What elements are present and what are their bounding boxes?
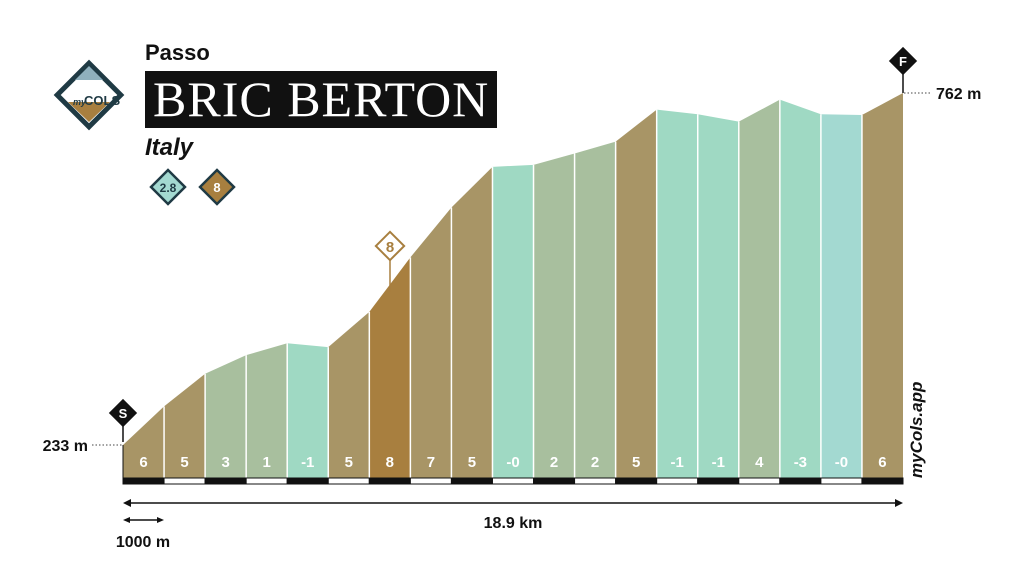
profile-segment-4 [246, 343, 288, 478]
profile-segment-13 [615, 109, 657, 478]
profile-segment-17 [779, 99, 821, 479]
gradient-label-7: 8 [386, 454, 394, 471]
gradient-label-11: 2 [550, 454, 558, 471]
profile-segment-14 [656, 109, 698, 478]
max-gradient-badge: 8 [198, 168, 236, 206]
gradient-label-19: 6 [878, 454, 886, 471]
start-elevation-label: 233 m [43, 438, 88, 455]
climb-title: BRIC BERTON [145, 71, 498, 128]
logo-text-small: my [73, 97, 87, 107]
distance-bar [122, 477, 904, 485]
profile-segment-9 [451, 166, 493, 478]
profile-segment-8 [410, 207, 452, 479]
distance-bar-segment [450, 477, 493, 485]
profile-segment-5 [287, 343, 329, 478]
finish-marker: F [888, 46, 918, 93]
total-distance-label: 18.9 km [484, 515, 543, 532]
country-label: Italy [145, 134, 194, 161]
distance-bar-segment [163, 477, 206, 485]
distance-bar-segment [409, 477, 452, 485]
profile-segment-3 [205, 355, 247, 478]
watermark: myCols.app [907, 382, 926, 478]
gradient-label-2: 5 [180, 454, 188, 471]
gradient-label-15: -1 [712, 454, 725, 471]
distance-bar-segment [533, 477, 576, 485]
profile-segment-16 [738, 99, 780, 479]
max-gradient-flag-label: 8 [386, 239, 394, 256]
distance-bar-segment [286, 477, 329, 485]
gradient-label-5: -1 [301, 454, 314, 471]
gradient-label-3: 3 [221, 454, 229, 471]
profile-segment-7 [369, 257, 411, 478]
gradient-label-10: -0 [506, 454, 519, 471]
distance-bar-segment [779, 477, 822, 485]
distance-bar-segment [738, 477, 781, 485]
profile-segment-2 [164, 373, 206, 478]
max-gradient-value: 8 [213, 180, 220, 195]
gradient-label-17: -3 [794, 454, 807, 471]
scale-label: 1000 m [116, 534, 170, 551]
start-marker: S [108, 398, 138, 442]
total-distance-arrow [123, 499, 903, 507]
distance-bar-segment [245, 477, 288, 485]
gradient-label-9: 5 [468, 454, 476, 471]
gradient-label-8: 7 [427, 454, 435, 471]
distance-bar-segment [368, 477, 411, 485]
profile-segment-11 [533, 153, 575, 478]
start-marker-label: S [119, 406, 128, 421]
profile-segment-12 [574, 141, 616, 478]
gradient-label-4: 1 [263, 454, 271, 471]
average-gradient-value: 2.8 [160, 181, 177, 195]
gradient-label-1: 6 [139, 454, 147, 471]
scale-arrow [123, 517, 164, 523]
pass-type-label: Passo [145, 40, 210, 65]
gradient-label-12: 2 [591, 454, 599, 471]
average-gradient-badge: 2.8 [149, 168, 187, 206]
finish-marker-label: F [899, 54, 907, 69]
distance-bar-segment [491, 477, 535, 485]
distance-bar-segment [615, 477, 658, 485]
end-elevation-label: 762 m [936, 86, 981, 103]
profile-segment-19 [861, 93, 903, 478]
profile-segment-1 [123, 406, 165, 478]
profile-segment-18 [820, 114, 862, 479]
distance-bar-segment [327, 477, 370, 485]
gradient-label-6: 5 [345, 454, 353, 471]
profile-segment-6 [328, 311, 370, 478]
gradient-label-13: 5 [632, 454, 640, 471]
gradient-labels: 6 5 3 1 -1 5 8 7 5 -0 2 2 5 -1 -1 4 -3 -0 6 [139, 454, 886, 471]
max-gradient-flag: 8 [374, 230, 406, 292]
distance-bar-segment [820, 477, 863, 485]
profile-area [122, 93, 903, 479]
distance-bar-segment [574, 477, 617, 485]
profile-segment-15 [697, 114, 739, 479]
distance-bar-segment [697, 477, 740, 485]
distance-bar-segment [861, 477, 904, 485]
distance-bar-segment [122, 477, 165, 485]
mycols-logo: my COLS [53, 59, 125, 131]
gradient-label-16: 4 [755, 454, 764, 471]
profile-segment-10 [492, 164, 534, 478]
distance-bar-segment [204, 477, 247, 485]
logo-text-big: COLS [84, 93, 120, 108]
gradient-label-18: -0 [835, 454, 848, 471]
gradient-label-14: -1 [671, 454, 684, 471]
distance-bar-segment [656, 477, 699, 485]
